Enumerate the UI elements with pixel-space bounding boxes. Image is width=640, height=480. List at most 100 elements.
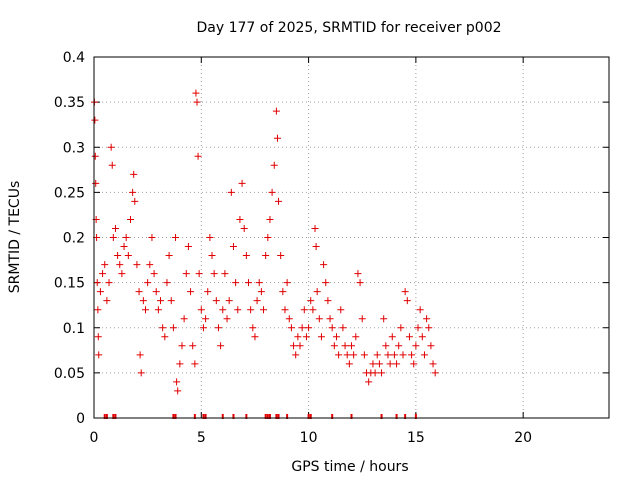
data-point bbox=[300, 306, 308, 314]
data-point bbox=[253, 297, 261, 305]
data-point bbox=[397, 324, 405, 332]
data-point bbox=[114, 252, 122, 260]
data-point bbox=[393, 360, 401, 368]
data-point bbox=[135, 288, 143, 296]
data-point bbox=[358, 315, 366, 323]
data-point bbox=[174, 387, 182, 395]
y-tick-label: 0.25 bbox=[54, 185, 85, 201]
data-point bbox=[212, 297, 220, 305]
data-point bbox=[287, 324, 295, 332]
data-point bbox=[313, 288, 321, 296]
data-point bbox=[388, 333, 396, 341]
data-point bbox=[131, 197, 139, 205]
data-point bbox=[405, 333, 413, 341]
data-point bbox=[94, 333, 102, 341]
data-point bbox=[427, 342, 435, 350]
data-point bbox=[408, 351, 416, 359]
data-point bbox=[159, 324, 167, 332]
data-point bbox=[268, 188, 276, 196]
data-point bbox=[187, 288, 195, 296]
data-point bbox=[124, 252, 132, 260]
data-point bbox=[204, 288, 212, 296]
data-point bbox=[270, 161, 278, 169]
data-point bbox=[184, 243, 192, 251]
data-point bbox=[210, 270, 218, 278]
data-point bbox=[257, 288, 265, 296]
data-point bbox=[150, 270, 158, 278]
data-point bbox=[94, 306, 102, 314]
data-point bbox=[307, 297, 315, 305]
data-point bbox=[360, 351, 368, 359]
data-point bbox=[399, 351, 407, 359]
data-point bbox=[92, 179, 100, 187]
data-point bbox=[339, 324, 347, 332]
data-point bbox=[262, 252, 270, 260]
data-point bbox=[227, 188, 235, 196]
data-point bbox=[197, 306, 205, 314]
data-point bbox=[178, 342, 186, 350]
data-point bbox=[294, 333, 302, 341]
data-point bbox=[163, 279, 171, 287]
data-point bbox=[322, 279, 330, 287]
data-point bbox=[118, 270, 126, 278]
data-point bbox=[264, 234, 272, 241]
data-point bbox=[105, 279, 113, 287]
data-point bbox=[116, 261, 124, 269]
data-point bbox=[273, 134, 281, 142]
data-point bbox=[122, 234, 130, 241]
plot-frame bbox=[93, 56, 610, 419]
data-point bbox=[161, 333, 169, 341]
data-point bbox=[369, 360, 377, 368]
data-point bbox=[91, 152, 99, 160]
data-point bbox=[137, 369, 145, 377]
data-point bbox=[234, 306, 242, 314]
data-point bbox=[199, 324, 207, 332]
data-point bbox=[214, 324, 222, 332]
grid-lines bbox=[94, 57, 609, 418]
x-tick-label: 0 bbox=[90, 430, 99, 446]
data-point bbox=[302, 333, 310, 341]
data-point bbox=[247, 306, 255, 314]
data-point bbox=[425, 324, 433, 332]
data-point bbox=[221, 270, 229, 278]
x-tick-label: 15 bbox=[407, 430, 425, 446]
data-point bbox=[375, 360, 383, 368]
data-point bbox=[341, 342, 349, 350]
data-point bbox=[144, 279, 152, 287]
data-point bbox=[296, 342, 304, 350]
data-point bbox=[142, 306, 149, 314]
data-point bbox=[403, 297, 411, 305]
data-point bbox=[285, 315, 293, 323]
data-point bbox=[337, 306, 345, 314]
data-point bbox=[193, 98, 201, 106]
data-point bbox=[401, 288, 409, 296]
data-point bbox=[281, 306, 289, 314]
data-point bbox=[107, 143, 115, 151]
data-point bbox=[320, 261, 328, 269]
data-point bbox=[305, 324, 313, 332]
data-point bbox=[238, 179, 246, 187]
data-point bbox=[260, 306, 268, 314]
data-point bbox=[133, 261, 141, 269]
data-point bbox=[292, 351, 300, 359]
data-point bbox=[343, 351, 351, 359]
data-point bbox=[420, 351, 428, 359]
data-point bbox=[208, 252, 216, 260]
data-point bbox=[354, 270, 362, 278]
chart-title: Day 177 of 2025, SRMTID for receiver p00… bbox=[196, 20, 501, 36]
data-point bbox=[378, 369, 386, 377]
data-point bbox=[202, 315, 210, 323]
data-point bbox=[309, 306, 317, 314]
data-point bbox=[328, 324, 336, 332]
y-tick-label: 0 bbox=[76, 411, 85, 427]
data-point bbox=[277, 252, 285, 260]
data-point bbox=[431, 369, 439, 377]
data-point bbox=[120, 243, 128, 251]
data-point bbox=[139, 297, 147, 305]
data-point bbox=[157, 297, 165, 305]
data-point bbox=[365, 378, 373, 386]
data-point bbox=[275, 197, 283, 205]
data-point bbox=[251, 333, 259, 341]
data-point bbox=[348, 342, 355, 350]
data-point bbox=[410, 360, 418, 368]
